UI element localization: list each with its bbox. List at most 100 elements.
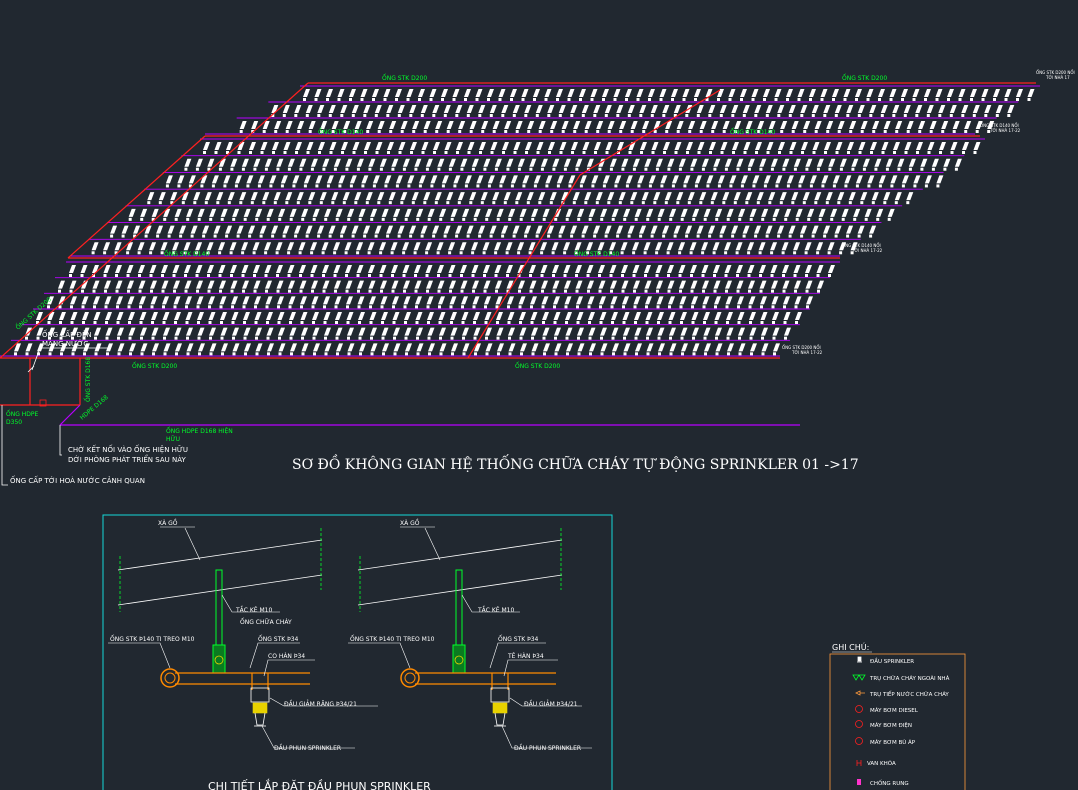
sprinkler-head-base — [356, 274, 360, 277]
sprinkler-head-base — [374, 114, 378, 117]
sprinkler-head-base — [92, 289, 96, 293]
sprinkler-head-base — [743, 151, 747, 154]
sprinkler-head — [294, 225, 302, 234]
sprinkler-head — [699, 121, 707, 129]
sprinkler-head — [409, 225, 417, 234]
sprinkler-head-base — [513, 151, 517, 154]
sprinkler-head-base — [248, 234, 252, 238]
sprinkler-head-base — [705, 98, 709, 101]
sprinkler-head — [984, 105, 992, 113]
sprinkler-head — [358, 208, 366, 217]
sprinkler-head-base — [433, 151, 436, 154]
sprinkler-head-base — [379, 167, 383, 171]
sprinkler-head — [952, 121, 960, 129]
sprinkler-head-base — [607, 201, 611, 205]
sprinkler-head — [531, 327, 538, 336]
sprinkler-head — [425, 265, 433, 273]
sprinkler-head — [59, 327, 67, 336]
sprinkler-head — [554, 343, 562, 352]
sprinkler-head-base — [266, 217, 270, 221]
sprinkler-head-base — [895, 130, 899, 133]
sprinkler-head-base — [710, 201, 714, 205]
sprinkler-head — [780, 121, 788, 129]
sprinkler-head — [588, 312, 595, 320]
sprinkler-head-base — [857, 234, 861, 238]
sprinkler-head — [173, 296, 181, 305]
sprinkler-head — [949, 105, 957, 113]
sprinkler-head — [501, 225, 509, 234]
sprinkler-head-base — [314, 98, 318, 101]
sprinkler-head — [323, 296, 330, 305]
sprinkler-head-base — [736, 167, 740, 171]
sprinkler-head-base — [556, 184, 560, 188]
sprinkler-head-base — [709, 151, 712, 154]
sprinkler-head-base — [522, 184, 526, 188]
sprinkler-head-base — [25, 352, 29, 356]
sprinkler-head — [794, 280, 801, 289]
sprinkler-head-base — [954, 167, 958, 171]
sprinkler-head-base — [726, 336, 730, 340]
sprinkler-head — [397, 105, 405, 113]
sprinkler-head-base — [414, 274, 417, 277]
sprinkler-head-base — [184, 167, 188, 171]
sprinkler-head — [869, 225, 877, 234]
right-reducer-label: ĐẦU GIẢM Þ34/21 — [524, 700, 578, 708]
sprinkler-head-base — [358, 321, 361, 324]
sprinkler-head-base — [377, 201, 381, 205]
sprinkler-head — [185, 296, 192, 305]
sprinkler-head-base — [604, 114, 608, 117]
sprinkler-head — [570, 105, 578, 113]
sprinkler-head — [564, 280, 571, 289]
sprinkler-head — [611, 327, 619, 336]
sprinkler-head — [275, 242, 283, 251]
sprinkler-head-base — [843, 98, 847, 101]
sprinkler-head-base — [92, 274, 95, 277]
sprinkler-head-base — [370, 336, 373, 340]
sprinkler-head — [860, 121, 868, 129]
leader-supply-note — [1, 405, 8, 486]
sprinkler-head-base — [271, 114, 275, 117]
sprinkler-head — [691, 312, 699, 320]
sprinkler-head-base — [841, 217, 845, 221]
sprinkler-head — [803, 121, 811, 129]
sprinkler-head — [495, 296, 503, 305]
sprinkler-head — [800, 225, 808, 234]
sprinkler-head — [694, 175, 702, 184]
sprinkler-head — [495, 280, 502, 289]
sprinkler-head-base — [770, 251, 774, 255]
sprinkler-head-base — [832, 184, 836, 188]
sprinkler-head-base — [579, 184, 583, 188]
sprinkler-head — [150, 296, 158, 305]
sprinkler-head — [466, 225, 474, 234]
sprinkler-head — [869, 105, 877, 113]
sprinkler-head-base — [518, 289, 521, 293]
sprinkler-head-base — [811, 234, 815, 238]
sprinkler-head-base — [634, 321, 637, 324]
sprinkler-head-base — [715, 217, 719, 221]
sprinkler-head-base — [347, 352, 351, 356]
sprinkler-head-base — [668, 305, 671, 309]
sprinkler-head-base — [406, 98, 410, 101]
sprinkler-head — [70, 296, 77, 305]
sprinkler-head-base — [190, 234, 194, 238]
sprinkler-head — [849, 121, 857, 129]
right-hanger-label: TẮC KÊ M10 — [477, 606, 514, 614]
sprinkler-head — [377, 121, 385, 129]
sprinkler-head — [308, 192, 316, 201]
sprinkler-head-base — [612, 352, 615, 356]
sprinkler-head-base — [297, 130, 301, 133]
sprinkler-head-base — [605, 151, 609, 154]
sprinkler-head — [588, 208, 596, 217]
sprinkler-head — [576, 312, 584, 320]
sprinkler-head — [452, 89, 460, 97]
sprinkler-head — [464, 89, 471, 97]
sprinkler-head — [379, 265, 387, 273]
sprinkler-head-base — [897, 167, 901, 171]
sprinkler-head-base — [651, 151, 655, 154]
sprinkler-head — [197, 208, 205, 217]
sprinkler-head-base — [738, 217, 742, 221]
sprinkler-head — [736, 265, 743, 273]
sprinkler-head — [489, 105, 497, 113]
sprinkler-head — [524, 225, 532, 234]
sprinkler-head-base — [713, 274, 716, 277]
